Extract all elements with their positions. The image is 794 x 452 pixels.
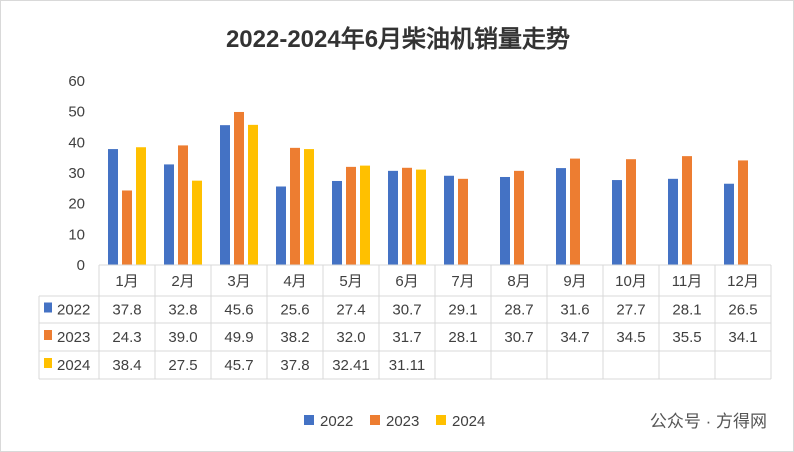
legend-key-2022 [44,302,52,313]
data-cell: 31.6 [560,302,589,319]
series-row-label: 2022 [57,302,90,319]
data-cell: 27.5 [168,357,197,374]
data-cell: 28.1 [672,302,701,319]
bar-2023-12 [738,160,748,265]
watermark: 公众号 · 方得网 [650,412,767,431]
bar-2023-4 [290,147,300,265]
data-cell: 35.5 [672,329,701,346]
bar-2023-10 [626,159,636,265]
category-label: 12月 [727,273,759,290]
data-cell: 30.7 [504,329,533,346]
data-cell: 37.8 [280,357,309,374]
legend-key-2024 [44,358,52,368]
category-label: 10月 [615,273,647,290]
legend-label: 2024 [452,413,485,430]
bar-2023-2 [178,145,188,265]
data-cell: 45.7 [224,357,253,374]
data-cell: 49.9 [224,329,253,346]
bar-2023-5 [346,166,356,265]
category-label: 9月 [563,273,586,290]
bar-2022-11 [668,178,678,265]
bar-2024-4 [304,149,314,265]
chart-title: 2022-2024年6月柴油机销量走势 [226,25,570,53]
bar-2022-3 [220,125,230,265]
bar-2024-3 [248,124,258,265]
category-label: 11月 [672,273,703,290]
data-cell: 32.41 [332,357,370,374]
y-tick-label: 60 [68,73,85,90]
data-cell: 39.0 [168,329,197,346]
legend-key-2023 [44,330,52,340]
bar-2023-7 [458,178,468,265]
bar-2022-9 [556,168,566,265]
data-cell: 31.7 [392,329,421,346]
data-cell: 25.6 [280,302,309,319]
category-label: 3月 [227,273,250,290]
bar-2022-5 [332,180,342,265]
bar-2022-6 [388,170,398,265]
bar-2022-8 [500,176,510,265]
bar-2022-1 [108,149,118,265]
bar-2024-5 [360,165,370,265]
data-cell: 26.5 [728,302,757,319]
category-label: 4月 [283,273,306,290]
bar-2023-6 [402,167,412,265]
category-label: 1月 [115,273,138,290]
category-label: 6月 [395,273,418,290]
bar-2022-12 [724,183,734,265]
bar-2024-2 [192,180,202,265]
legend-swatch-2022 [304,415,314,425]
bar-2023-11 [682,156,692,265]
bar-2022-4 [276,186,286,265]
y-tick-label: 50 [68,104,85,121]
data-cell: 32.0 [336,329,365,346]
bar-2023-3 [234,111,244,266]
data-cell: 34.5 [616,329,645,346]
bar-2022-2 [164,164,174,265]
data-cell: 32.8 [168,302,197,319]
series-row-label: 2023 [57,329,90,346]
legend-swatch-2024 [436,415,446,425]
data-cell: 45.6 [224,302,253,319]
bar-2023-9 [570,158,580,265]
data-cell: 37.8 [112,302,141,319]
data-cell: 24.3 [112,329,141,346]
category-label: 8月 [507,273,530,290]
data-cell: 34.1 [728,329,757,346]
bar-2024-1 [136,147,146,265]
data-cell: 27.7 [616,302,645,319]
bar-2022-7 [444,175,454,265]
data-cell: 30.7 [392,302,421,319]
bar-2024-6 [416,169,426,265]
category-label: 5月 [339,273,362,290]
category-label: 2月 [171,273,194,290]
y-tick-label: 0 [77,257,85,274]
category-label: 7月 [451,273,474,290]
data-cell: 34.7 [560,329,589,346]
legend-label: 2022 [320,413,353,430]
legend-label: 2023 [386,413,419,430]
bar-2023-1 [122,190,132,265]
bar-2022-10 [612,180,622,265]
y-tick-label: 20 [68,196,85,213]
y-tick-label: 40 [68,134,85,151]
data-cell: 38.4 [112,357,141,374]
data-cell: 28.7 [504,302,533,319]
legend-swatch-2023 [370,415,380,425]
bar-2023-8 [514,170,524,265]
data-cell: 38.2 [280,329,309,346]
data-cell: 31.11 [389,357,425,374]
data-cell: 28.1 [448,329,477,346]
series-row-label: 2024 [57,357,90,374]
y-tick-label: 30 [68,165,85,182]
y-tick-label: 10 [68,226,85,243]
data-cell: 27.4 [336,302,365,319]
data-cell: 29.1 [448,302,477,319]
